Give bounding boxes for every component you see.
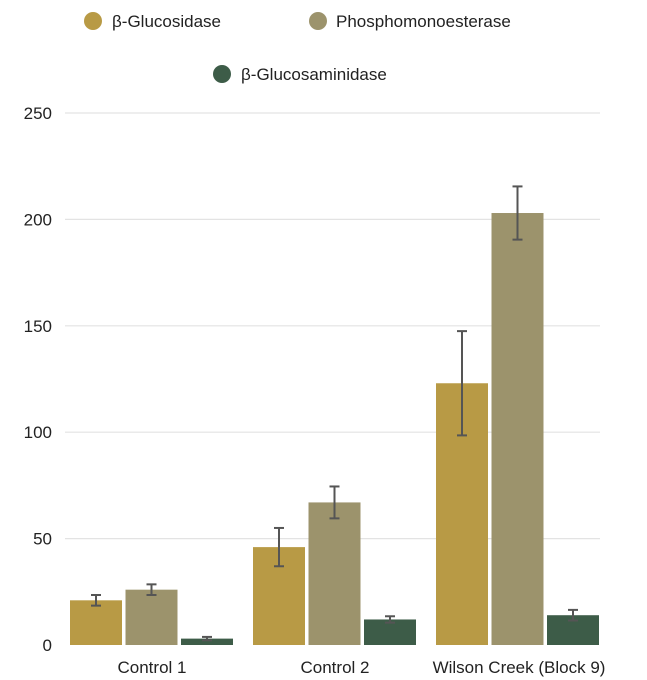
y-tick-label: 0 [43, 636, 52, 655]
error-bars [91, 185, 578, 642]
bar-beta-glucosaminidase-control-2 [364, 619, 416, 645]
legend-label-beta-glucosaminidase: β-Glucosaminidase [241, 65, 387, 84]
bar-phosphomonoesterase-control-1 [125, 589, 178, 645]
y-tick-label: 150 [24, 317, 52, 336]
legend-label-phosphomonoesterase: Phosphomonoesterase [336, 12, 511, 31]
bars [70, 213, 599, 646]
legend-marker-beta-glucosaminidase [213, 65, 231, 83]
y-tick-label: 250 [24, 104, 52, 123]
legend-marker-phosphomonoesterase [309, 12, 327, 30]
y-tick-label: 200 [24, 210, 52, 229]
legend-marker-beta-glucosidase [84, 12, 102, 30]
x-axis: Control 1 Control 2 Wilson Creek (Block 9) [118, 658, 606, 677]
x-category-label: Wilson Creek (Block 9) [433, 658, 606, 677]
bar-phosphomonoesterase-wilson-creek-block-9 [491, 213, 544, 646]
bar-beta-glucosaminidase-control-1 [181, 638, 233, 645]
bar-beta-glucosidase-control-1 [70, 600, 122, 645]
legend: β-Glucosidase Phosphomonoesterase β-Gluc… [84, 12, 511, 84]
y-axis: 0 50 100 150 200 250 [24, 104, 52, 655]
y-tick-label: 50 [33, 530, 52, 549]
legend-label-beta-glucosidase: β-Glucosidase [112, 12, 221, 31]
x-category-label: Control 2 [301, 658, 370, 677]
bar-phosphomonoesterase-control-2 [308, 502, 361, 645]
x-category-label: Control 1 [118, 658, 187, 677]
y-tick-label: 100 [24, 423, 52, 442]
